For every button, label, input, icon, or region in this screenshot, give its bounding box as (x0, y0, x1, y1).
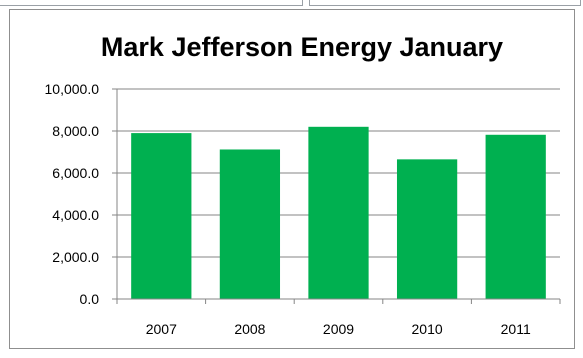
bar-2009[interactable] (308, 126, 369, 299)
bar-2010[interactable] (396, 159, 458, 299)
y-tick-label: 4,000.0 (52, 207, 99, 223)
x-tick-label: 2011 (501, 321, 531, 337)
y-tick-label: 0.0 (80, 291, 100, 307)
bar-2008[interactable] (219, 149, 281, 299)
spreadsheet-cell-border-left (0, 0, 303, 6)
x-tick-label: 2008 (234, 321, 265, 337)
x-tick-label: 2010 (412, 321, 443, 337)
axes (116, 89, 560, 300)
x-tick-label: 2009 (323, 321, 354, 337)
bar-2011[interactable] (485, 134, 546, 299)
bars (131, 126, 546, 299)
y-tick-label: 6,000.0 (52, 165, 99, 181)
y-tick-label: 10,000.0 (45, 81, 100, 97)
x-tick-labels: 2007 2008 2009 2010 2011 (146, 321, 531, 337)
chart-title: Mark Jefferson Energy January (101, 32, 503, 62)
y-tick-labels: 0.0 2,000.0 4,000.0 6,000.0 8,000.0 10,000.0 (45, 81, 100, 307)
spreadsheet-cell-border-right (309, 0, 581, 6)
y-tick-label: 2,000.0 (52, 249, 99, 265)
bar-2007[interactable] (131, 133, 192, 299)
y-tick-label: 8,000.0 (52, 123, 99, 139)
x-tick-label: 2007 (146, 321, 177, 337)
chart-area[interactable] (9, 9, 575, 349)
